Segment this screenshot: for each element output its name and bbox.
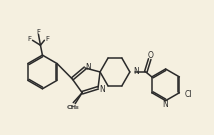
Text: N: N	[133, 68, 139, 76]
Text: Cl: Cl	[184, 90, 192, 99]
Text: N: N	[99, 85, 105, 94]
Text: CH₃: CH₃	[66, 105, 78, 110]
Text: F: F	[36, 29, 40, 35]
Text: F: F	[28, 36, 31, 42]
Text: O: O	[148, 51, 154, 60]
Text: F: F	[45, 36, 49, 42]
Text: N: N	[163, 100, 168, 109]
Text: CH₃: CH₃	[67, 105, 79, 110]
Text: N: N	[85, 63, 91, 72]
